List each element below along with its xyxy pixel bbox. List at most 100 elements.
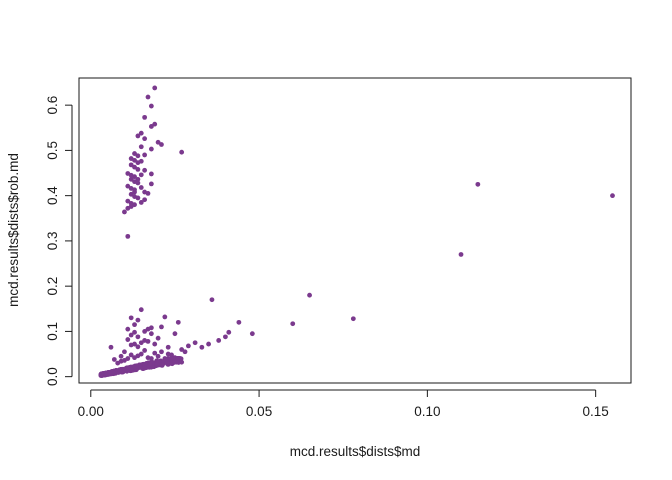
data-point: [165, 351, 171, 357]
data-point: [128, 352, 134, 358]
data-point: [103, 371, 109, 376]
data-point: [192, 340, 198, 346]
data-point: [152, 121, 158, 127]
data-point: [145, 94, 151, 100]
data-points: [98, 85, 615, 378]
data-point: [142, 348, 148, 353]
y-tick-label: 0.1: [45, 322, 60, 341]
data-point: [249, 331, 255, 337]
data-point: [138, 172, 144, 178]
data-point: [125, 337, 131, 342]
data-point: [122, 349, 127, 355]
data-point: [152, 341, 158, 347]
data-point: [128, 162, 134, 168]
data-point: [168, 356, 174, 361]
y-axis-label: mcd.results$dists$rob.md: [6, 153, 21, 307]
data-point: [128, 342, 134, 348]
data-point: [132, 164, 137, 170]
data-point: [128, 204, 134, 209]
data-point: [125, 183, 131, 189]
y-tick-label: 0.0: [45, 367, 60, 386]
data-point: [128, 332, 134, 338]
data-point: [135, 153, 141, 159]
data-point: [175, 319, 181, 325]
data-point: [159, 324, 164, 330]
x-tick-label: 0.05: [246, 404, 272, 419]
data-point: [172, 359, 177, 365]
data-point: [148, 331, 154, 337]
data-point: [166, 361, 172, 367]
data-point: [138, 340, 144, 346]
data-point: [128, 176, 134, 182]
data-point: [108, 344, 114, 350]
data-point: [182, 349, 188, 355]
data-point: [307, 292, 312, 298]
y-tick-label: 0.6: [45, 96, 60, 115]
data-point: [116, 368, 122, 373]
data-point: [142, 197, 148, 203]
data-point: [132, 157, 137, 163]
data-point: [135, 195, 141, 201]
data-point: [223, 334, 228, 340]
data-point: [137, 364, 143, 370]
data-point: [132, 151, 137, 156]
data-point: [145, 190, 151, 196]
data-point: [135, 334, 141, 340]
data-point: [142, 136, 148, 142]
data-point: [350, 316, 356, 322]
data-point: [154, 361, 160, 367]
data-point: [98, 372, 104, 378]
data-point: [175, 356, 181, 361]
data-point: [135, 317, 141, 323]
data-point: [148, 103, 154, 109]
data-point: [216, 338, 222, 343]
data-point: [148, 181, 154, 187]
data-point: [162, 314, 168, 320]
data-point: [128, 366, 134, 371]
data-point: [148, 171, 154, 177]
data-point: [179, 149, 185, 155]
data-point: [125, 233, 131, 239]
data-point: [132, 355, 137, 361]
x-axis: 0.00 0.05 0.10 0.15: [78, 389, 609, 419]
data-point: [172, 331, 178, 337]
data-point: [155, 335, 161, 341]
data-point: [135, 344, 141, 350]
data-point: [132, 364, 138, 370]
data-point: [125, 326, 131, 332]
data-point: [475, 181, 481, 187]
x-tick-label: 0.10: [414, 404, 440, 419]
data-point: [290, 321, 296, 327]
data-point: [132, 174, 137, 180]
y-tick-label: 0.3: [45, 232, 60, 251]
data-point: [138, 200, 144, 205]
x-tick-label: 0.00: [78, 404, 104, 419]
data-point: [145, 338, 151, 344]
data-point: [155, 353, 161, 359]
data-point: [135, 176, 141, 182]
data-point: [138, 307, 144, 313]
y-tick-label: 0.2: [45, 277, 60, 296]
data-point: [141, 365, 147, 371]
data-point: [159, 362, 165, 368]
data-point: [142, 152, 148, 158]
data-point: [159, 142, 164, 147]
data-point: [226, 329, 232, 335]
data-point: [138, 144, 144, 150]
data-point: [236, 319, 242, 325]
data-point: [122, 367, 128, 373]
data-point: [109, 369, 115, 375]
data-point: [148, 146, 154, 152]
data-point: [185, 343, 191, 349]
data-point: [458, 252, 464, 257]
data-point: [135, 133, 141, 139]
data-point: [142, 114, 148, 120]
data-point: [111, 357, 117, 362]
data-point: [132, 322, 137, 328]
data-point: [148, 124, 154, 129]
data-point: [138, 158, 144, 164]
x-axis-label: mcd.results$dists$md: [290, 444, 421, 459]
data-point: [155, 139, 161, 145]
data-point: [165, 344, 171, 350]
